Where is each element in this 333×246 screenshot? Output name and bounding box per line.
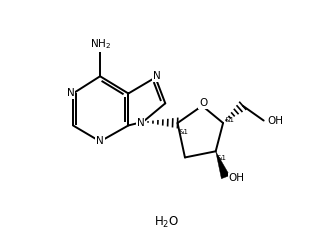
Text: &1: &1	[179, 129, 189, 135]
Text: &1: &1	[224, 117, 234, 123]
Text: N: N	[67, 89, 75, 98]
Text: N: N	[96, 137, 104, 146]
Text: O: O	[199, 98, 207, 108]
Polygon shape	[216, 151, 230, 179]
Text: N: N	[137, 118, 145, 128]
Text: OH: OH	[228, 173, 244, 183]
Text: N: N	[153, 71, 161, 81]
Text: &1: &1	[217, 155, 227, 161]
Text: H$_2$O: H$_2$O	[154, 215, 179, 230]
Text: NH$_2$: NH$_2$	[90, 37, 111, 51]
Text: OH: OH	[267, 116, 283, 125]
